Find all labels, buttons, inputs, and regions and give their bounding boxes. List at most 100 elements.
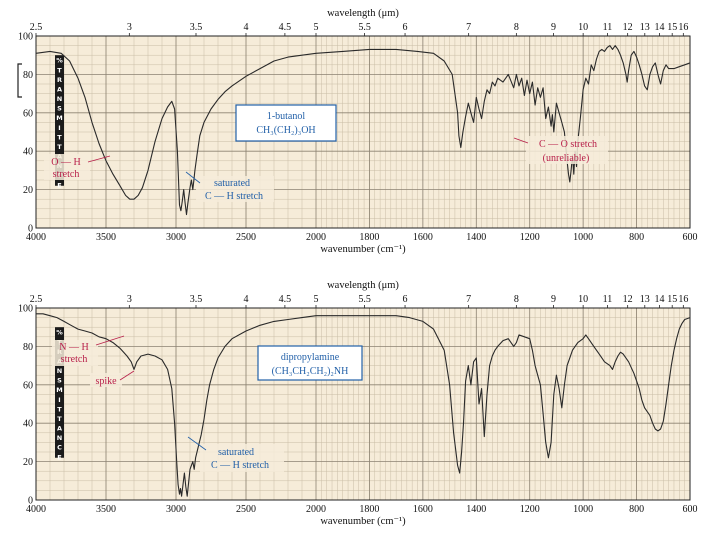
top-tick-label: 13 — [640, 294, 650, 305]
annotation-leader — [87, 155, 111, 163]
annotation-leader — [513, 137, 529, 144]
top-tick-label: 6 — [403, 294, 408, 305]
top-tick-label: 13 — [640, 22, 650, 33]
annotation-co-line1: C — O stretch — [539, 139, 597, 150]
top-tick-label: 4 — [244, 22, 249, 33]
annotation-ch-line1: saturated — [214, 178, 250, 189]
top-axis-title: wavelength (μm) — [327, 8, 399, 19]
left-bracket-mark — [17, 63, 22, 98]
x-tick-label: 4000 — [26, 504, 46, 515]
y-axis-label-strip — [55, 55, 64, 186]
x-tick-label: 3000 — [166, 504, 186, 515]
annotation-leader — [187, 436, 207, 451]
annotation-ch-line2: C — H stretch — [205, 191, 263, 202]
x-tick-label: 1000 — [573, 504, 593, 515]
spectrum-panel-2: 0 20 40 60 80 100 4000 3500 3000 2500 2000 1800 1600… — [18, 280, 698, 527]
top-tick-label: 10 — [578, 22, 588, 33]
annotation-leader — [119, 370, 135, 381]
plot-frame — [35, 35, 691, 229]
y-axis-label-letter: N — [57, 434, 62, 442]
x-tick-label: 1800 — [359, 504, 379, 515]
top-tick-label: 8 — [514, 294, 519, 305]
y-tick-label: 0 — [28, 224, 33, 235]
top-tick-label: 9 — [551, 294, 556, 305]
x-tick-label: 2500 — [236, 504, 256, 515]
compound-formula: CH₃(CH₂)₃OH — [256, 125, 315, 136]
x-tick-label: 2500 — [236, 232, 256, 243]
y-axis-label-letter: M — [56, 114, 62, 122]
y-tick-label: 20 — [23, 185, 33, 196]
top-tick-label: 2.5 — [30, 22, 43, 33]
top-tick-label: 3 — [127, 294, 132, 305]
x-tick-label: 3000 — [166, 232, 186, 243]
y-axis-label-letter: % — [56, 329, 63, 337]
y-axis-label-letter: E — [57, 453, 61, 461]
x-tick-label: 1600 — [413, 232, 433, 243]
top-tick-label: 11 — [603, 22, 613, 33]
compound-name: 1-butanol — [267, 111, 306, 122]
annotation-nh-line2: stretch — [61, 354, 88, 365]
x-tick-label: 3500 — [96, 232, 116, 243]
annotation-ch2-line1: saturated — [218, 447, 254, 458]
x-tick-label: 600 — [683, 504, 698, 515]
y-axis-label-strip — [55, 327, 64, 458]
top-tick-label: 15 — [667, 294, 677, 305]
top-tick-label: 8 — [514, 22, 519, 33]
annotation-nh-line1: N — H — [59, 342, 88, 353]
x-axis-title: wavenumber (cm⁻¹) — [320, 516, 406, 527]
x-tick-label: 1800 — [359, 232, 379, 243]
top-tick-label: 3.5 — [190, 294, 203, 305]
top-tick-label: 4.5 — [279, 294, 292, 305]
top-tick-label: 15 — [667, 22, 677, 33]
x-tick-label: 800 — [629, 504, 644, 515]
compound-box — [235, 104, 337, 142]
top-tick-label: 4 — [244, 294, 249, 305]
x-tick-label: 3500 — [96, 504, 116, 515]
spectrum-trace — [35, 45, 691, 216]
top-tick-label: 4.5 — [279, 22, 292, 33]
top-tick-label: 6 — [403, 22, 408, 33]
y-tick-label: 100 — [18, 304, 33, 315]
top-tick-label: 16 — [678, 22, 688, 33]
compound-box — [257, 345, 363, 381]
spectrum-trace — [36, 313, 691, 497]
x-tick-label: 800 — [629, 232, 644, 243]
x-axis-title: wavenumber (cm⁻¹) — [320, 244, 406, 255]
top-tick-label: 10 — [578, 294, 588, 305]
x-tick-label: 1400 — [466, 232, 486, 243]
top-tick-label: 14 — [654, 22, 664, 33]
annotation-bg — [90, 373, 122, 387]
y-axis-label-letter: N — [57, 367, 62, 375]
y-axis-label-letter: T — [57, 143, 62, 151]
annotation-bg — [200, 444, 284, 472]
top-tick-label: 12 — [623, 22, 633, 33]
y-tick-label: 60 — [23, 108, 33, 119]
y-tick-label: 80 — [23, 70, 33, 81]
y-axis-label-letter: N — [57, 95, 62, 103]
x-tick-label: 600 — [683, 232, 698, 243]
x-tick-label: 1200 — [520, 504, 540, 515]
annotation-spike: spike — [95, 376, 117, 387]
top-tick-label: 16 — [678, 294, 688, 305]
top-axis-title: wavelength (μm) — [327, 280, 399, 291]
top-tick-label: 5 — [314, 22, 319, 33]
x-tick-label: 1400 — [466, 504, 486, 515]
y-axis-label-letter: A — [57, 425, 62, 433]
y-axis-label-letter: S — [57, 377, 62, 385]
top-tick-label: 3 — [127, 22, 132, 33]
annotation-oh-line2: stretch — [53, 169, 80, 180]
y-axis-label-letter: E — [57, 181, 61, 189]
x-tick-label: 1000 — [573, 232, 593, 243]
y-axis-label-letter: I — [58, 124, 60, 132]
y-axis-label-letter: R — [57, 76, 62, 84]
annotation-leader — [95, 335, 125, 346]
annotation-bg — [52, 340, 98, 366]
x-tick-label: 2000 — [306, 232, 326, 243]
y-tick-label: 100 — [18, 32, 33, 43]
top-tick-label: 3.5 — [190, 22, 203, 33]
y-axis-label-letter: T — [57, 415, 62, 423]
top-tick-label: 12 — [623, 294, 633, 305]
x-tick-label: 1600 — [413, 504, 433, 515]
